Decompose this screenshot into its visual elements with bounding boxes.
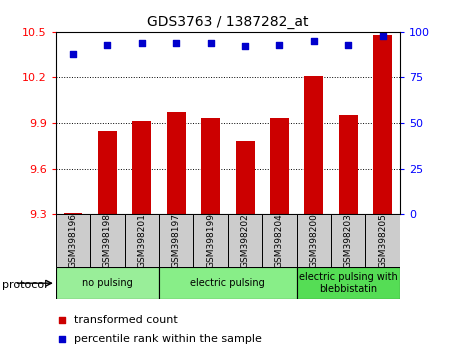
Text: electric pulsing with
blebbistatin: electric pulsing with blebbistatin [299,272,398,294]
Bar [270,119,289,214]
Point [104,42,111,47]
Text: electric pulsing: electric pulsing [191,278,265,288]
Title: GDS3763 / 1387282_at: GDS3763 / 1387282_at [147,16,309,29]
Bar [193,214,228,267]
Bar [373,35,392,214]
Bar [64,213,82,214]
Bar [365,214,400,267]
Bar [297,267,400,299]
Bar [159,214,193,267]
Text: no pulsing: no pulsing [82,278,133,288]
Text: GSM398204: GSM398204 [275,213,284,268]
Text: percentile rank within the sample: percentile rank within the sample [73,334,261,344]
Text: GSM398202: GSM398202 [240,213,250,268]
Bar [159,267,297,299]
Bar [236,141,254,214]
Bar [262,214,297,267]
Point [207,40,214,46]
Point [69,51,77,57]
Bar [56,267,159,299]
Text: GSM398199: GSM398199 [206,213,215,268]
Text: protocol: protocol [2,280,47,290]
Bar [133,121,151,214]
Text: transformed count: transformed count [73,315,177,325]
Text: GSM398196: GSM398196 [68,213,78,268]
Point [310,38,318,44]
Point [379,33,386,38]
Point [304,85,311,91]
Point [276,42,283,47]
Point [241,44,249,49]
Bar [297,214,331,267]
Text: GSM398200: GSM398200 [309,213,319,268]
Bar [98,131,117,214]
Bar [331,214,365,267]
Text: GSM398203: GSM398203 [344,213,353,268]
Bar [125,214,159,267]
Bar [56,214,90,267]
Bar [305,76,323,214]
Bar [201,119,220,214]
Bar [228,214,262,267]
Text: GSM398205: GSM398205 [378,213,387,268]
Point [138,40,146,46]
Text: GSM398201: GSM398201 [137,213,146,268]
Point [173,40,180,46]
Text: GSM398198: GSM398198 [103,213,112,268]
Bar [339,115,358,214]
Bar [90,214,125,267]
Point [304,256,311,261]
Text: GSM398197: GSM398197 [172,213,181,268]
Point [345,42,352,47]
Bar [167,112,186,214]
